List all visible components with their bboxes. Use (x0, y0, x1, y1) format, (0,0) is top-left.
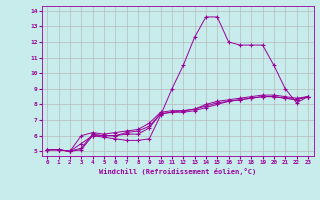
X-axis label: Windchill (Refroidissement éolien,°C): Windchill (Refroidissement éolien,°C) (99, 168, 256, 175)
